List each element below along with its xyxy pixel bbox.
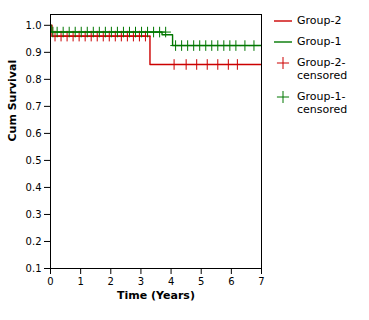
svg-text:6: 6	[228, 276, 234, 287]
html-text:Group-1- censored: Group-1- censored	[297, 90, 348, 116]
html-text:Group-2: Group-2	[297, 14, 342, 27]
html-text:Group-2- censored: Group-2- censored	[297, 56, 348, 82]
svg-text:3: 3	[138, 276, 144, 287]
svg-text:7: 7	[258, 276, 264, 287]
svg-text:4: 4	[168, 276, 174, 287]
svg-text:0: 0	[47, 276, 53, 287]
svg-text:0.5: 0.5	[26, 155, 42, 166]
svg-text:0.4: 0.4	[26, 182, 42, 193]
svg-text:0.2: 0.2	[26, 236, 42, 247]
svg-text:0.3: 0.3	[26, 209, 42, 220]
svg-text:1.0: 1.0	[26, 20, 42, 31]
svg-text:Time (Years): Time (Years)	[117, 289, 195, 302]
svg-text:0.7: 0.7	[26, 101, 42, 112]
svg-text:Cum Survival: Cum Survival	[6, 60, 19, 142]
html-text:Group-1: Group-1	[297, 35, 342, 48]
svg-text:0.1: 0.1	[26, 263, 42, 274]
svg-text:5: 5	[198, 276, 204, 287]
svg-text:1: 1	[77, 276, 83, 287]
svg-text:0.9: 0.9	[26, 47, 42, 58]
svg-text:0.8: 0.8	[26, 74, 42, 85]
svg-text:2: 2	[108, 276, 114, 287]
svg-text:0.6: 0.6	[26, 128, 42, 139]
